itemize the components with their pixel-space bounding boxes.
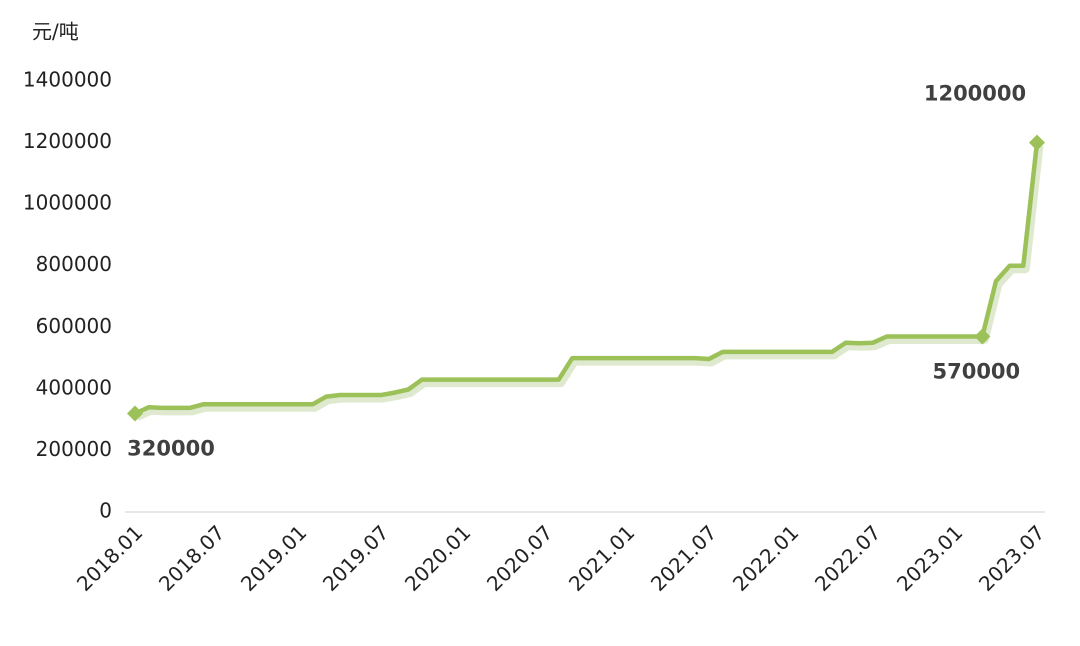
x-tick-label: 2022.01 [728,520,803,595]
data-label: 320000 [127,436,215,460]
data-label: 570000 [932,360,1020,384]
x-tick-label: 2020.01 [400,520,475,595]
line-shadow [135,145,1044,421]
x-tick-label: 2023.01 [892,520,967,595]
marker [127,405,143,422]
marker [1029,134,1045,151]
y-tick-label: 1200000 [23,129,112,153]
x-tick-label: 2020.07 [482,520,557,595]
y-tick-label: 1400000 [23,68,112,92]
y-tick-label: 600000 [36,314,112,338]
x-tick-label: 2018.07 [154,520,229,595]
x-tick-label: 2021.01 [564,520,639,595]
x-tick-label: 2023.07 [974,520,1049,595]
y-tick-label: 0 [99,499,112,523]
y-tick-label: 1000000 [23,191,112,215]
y-axis-unit: 元/吨 [32,20,79,44]
x-tick-label: 2018.01 [72,520,147,595]
marker [974,328,991,345]
x-tick-label: 2022.07 [810,520,885,595]
x-tick-label: 2019.07 [318,520,393,595]
y-tick-label: 200000 [36,437,112,461]
x-tick-label: 2019.01 [236,520,311,595]
y-tick-label: 800000 [36,252,112,276]
x-tick-label: 2021.07 [646,520,721,595]
line [132,140,1040,416]
data-label: 1200000 [924,82,1026,106]
y-tick-label: 400000 [36,375,112,399]
